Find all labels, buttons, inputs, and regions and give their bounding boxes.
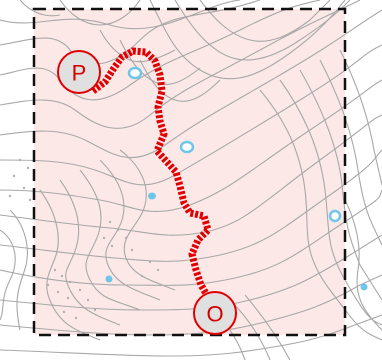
pond-icon xyxy=(148,192,156,200)
start-marker[interactable]: P xyxy=(57,50,101,94)
end-marker[interactable]: O xyxy=(193,291,237,335)
pond-icon xyxy=(105,275,113,283)
scree-dots xyxy=(8,158,160,320)
water-features xyxy=(105,66,368,291)
pond-icon xyxy=(328,209,342,223)
start-marker-label: P xyxy=(72,61,87,86)
route-line xyxy=(90,47,212,299)
pond-icon xyxy=(127,66,143,80)
end-marker-label: O xyxy=(206,302,223,327)
frame-dashed-border xyxy=(32,7,347,337)
pond-icon xyxy=(360,283,368,291)
pond-icon xyxy=(179,140,195,154)
